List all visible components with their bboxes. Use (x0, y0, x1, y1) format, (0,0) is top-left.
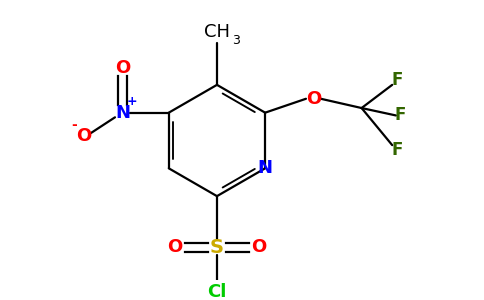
Text: -: - (71, 118, 77, 132)
Text: O: O (306, 90, 321, 108)
Text: O: O (115, 59, 130, 77)
Text: Cl: Cl (207, 283, 227, 300)
Text: F: F (391, 71, 403, 89)
Text: N: N (115, 104, 130, 122)
Text: N: N (257, 159, 272, 177)
Text: F: F (391, 141, 403, 159)
Text: 3: 3 (232, 34, 240, 47)
Text: O: O (76, 127, 91, 145)
Text: F: F (395, 106, 406, 124)
Text: S: S (210, 238, 224, 256)
Text: O: O (167, 238, 183, 256)
Text: CH: CH (204, 23, 230, 41)
Text: +: + (126, 95, 137, 108)
Text: O: O (251, 238, 266, 256)
